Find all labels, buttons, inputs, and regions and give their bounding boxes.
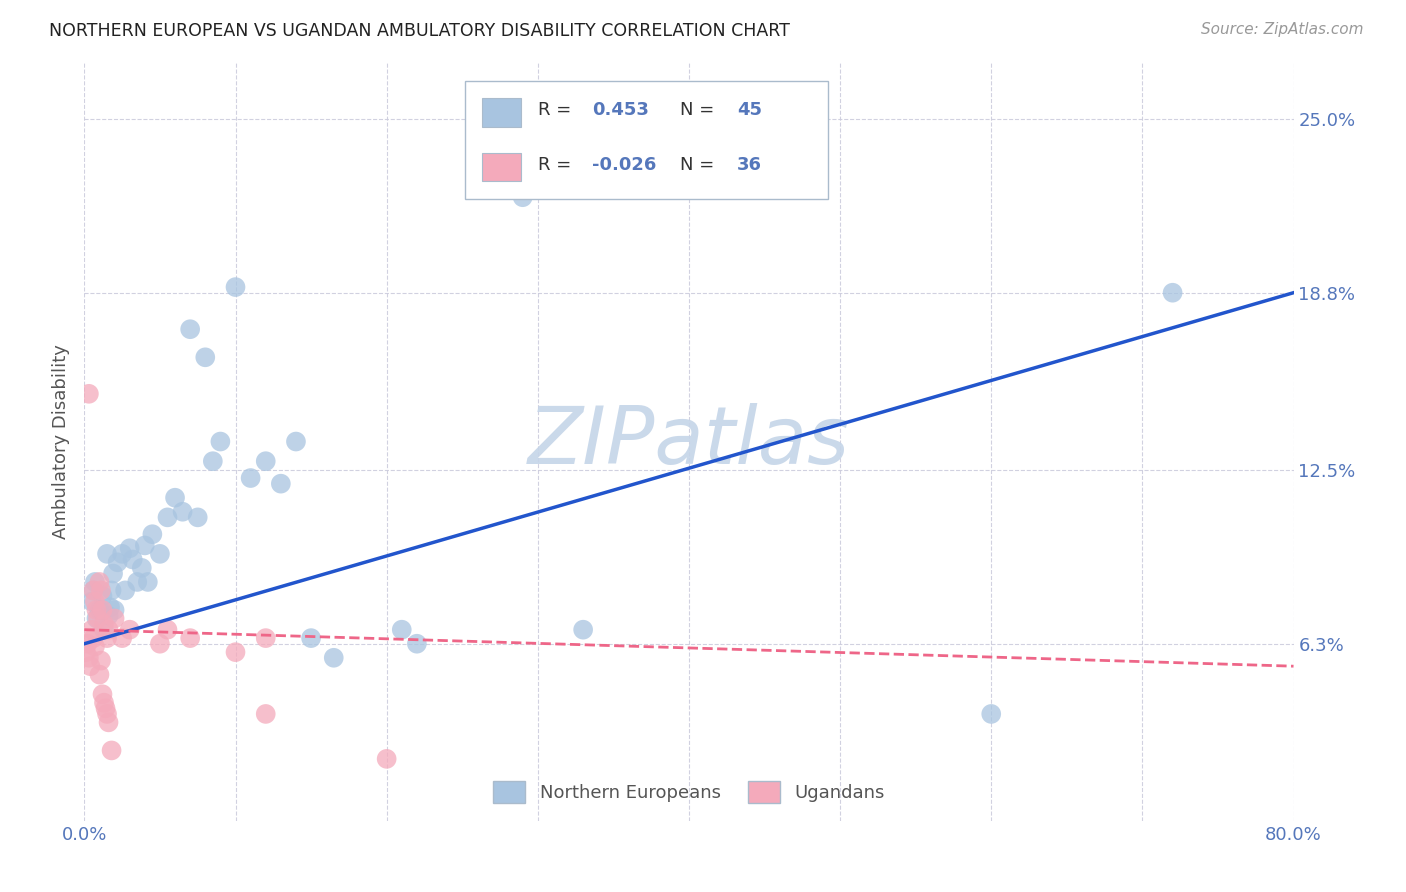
Text: N =: N = [681,101,720,120]
Point [80,594,103,608]
Point [77,650,100,665]
Point [118,541,141,556]
Point [89,667,111,681]
Point [89,574,111,589]
Point [111,631,134,645]
Point [97,715,120,730]
Point [114,583,136,598]
Text: R =: R = [538,156,576,174]
Text: Source: ZipAtlas.com: Source: ZipAtlas.com [1201,22,1364,37]
Point [82,583,104,598]
Point [121,552,143,566]
Point [980,706,1002,721]
Point [77,386,100,401]
Point [179,322,201,336]
Point [94,701,117,715]
Point [91,603,114,617]
Point [97,623,120,637]
Point [84,594,107,608]
Point [84,574,107,589]
Point [141,527,163,541]
Point [1161,285,1184,300]
Point [90,583,112,598]
Point [254,631,277,645]
Point [512,190,534,204]
Point [391,623,413,637]
Legend: Northern Europeans, Ugandans: Northern Europeans, Ugandans [484,772,894,812]
Text: 36: 36 [737,156,762,174]
Point [134,538,156,552]
Y-axis label: Ambulatory Disability: Ambulatory Disability [52,344,70,539]
Point [97,608,120,623]
Point [225,645,247,659]
Point [107,555,129,569]
Point [239,471,262,485]
Point [93,617,115,632]
Point [299,631,322,645]
Point [201,454,224,468]
Point [187,510,209,524]
Text: 0.453: 0.453 [592,101,650,120]
Point [254,706,277,721]
FancyBboxPatch shape [482,153,520,181]
Point [89,603,111,617]
Point [111,547,134,561]
Text: ZIPatlas: ZIPatlas [527,402,851,481]
Point [406,637,429,651]
Point [100,743,122,757]
Point [165,491,187,505]
Point [209,434,232,449]
Point [84,640,107,654]
Point [225,280,247,294]
Point [254,454,277,468]
Point [93,696,115,710]
Text: R =: R = [538,101,576,120]
Point [82,631,104,645]
Point [270,476,292,491]
Point [96,547,118,561]
Point [93,623,115,637]
Point [131,561,153,575]
Point [86,611,108,625]
FancyBboxPatch shape [465,81,828,199]
Point [572,623,595,637]
Point [80,623,103,637]
Text: NORTHERN EUROPEAN VS UGANDAN AMBULATORY DISABILITY CORRELATION CHART: NORTHERN EUROPEAN VS UGANDAN AMBULATORY … [49,22,790,40]
Point [172,505,194,519]
Point [149,637,172,651]
Point [104,603,127,617]
Point [322,650,344,665]
Point [87,611,110,625]
Point [82,583,104,598]
Point [285,434,308,449]
Point [136,574,159,589]
Point [86,603,108,617]
Point [98,600,121,615]
Point [96,631,118,645]
Point [127,574,149,589]
Point [100,583,122,598]
Point [156,623,179,637]
Text: 45: 45 [737,101,762,120]
Point [75,645,97,659]
Text: -0.026: -0.026 [592,156,657,174]
Point [91,687,114,701]
Text: N =: N = [681,156,720,174]
FancyBboxPatch shape [482,98,520,127]
Point [149,547,172,561]
Point [101,566,124,581]
Point [104,611,127,625]
Point [179,631,201,645]
Point [90,654,112,668]
Point [118,623,141,637]
Point [76,637,98,651]
Point [375,752,398,766]
Point [156,510,179,524]
Point [96,706,118,721]
Point [91,589,114,603]
Point [79,659,101,673]
Point [194,351,217,365]
